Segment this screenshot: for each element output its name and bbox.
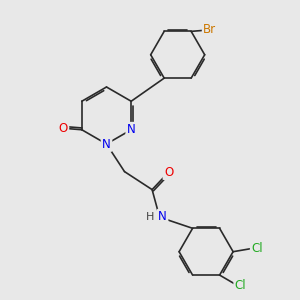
Text: Cl: Cl: [235, 279, 246, 292]
Text: O: O: [58, 122, 68, 135]
Text: Cl: Cl: [251, 242, 263, 255]
Text: N: N: [127, 123, 136, 136]
Text: Br: Br: [203, 23, 216, 36]
Text: H: H: [146, 212, 154, 222]
Text: N: N: [158, 210, 167, 223]
Text: O: O: [164, 166, 173, 179]
Text: N: N: [102, 137, 111, 151]
